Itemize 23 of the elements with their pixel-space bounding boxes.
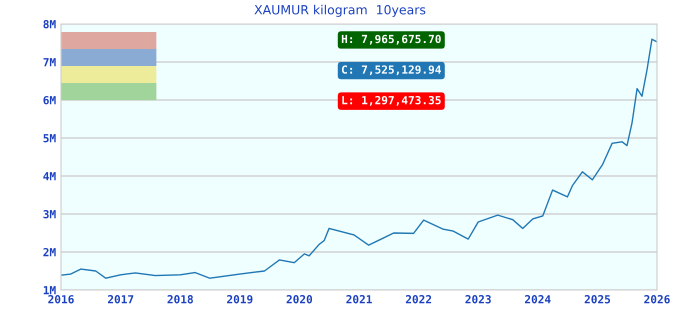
x-tick-label: 2021: [346, 295, 372, 304]
x-tick-label: 2026: [644, 295, 670, 304]
y-tick-label: 5M: [44, 134, 56, 142]
y-tick-label: 4M: [43, 172, 56, 180]
annotation: H: 7,965,675.70: [342, 34, 441, 45]
x-tick-label: 2017: [108, 295, 134, 304]
chart-title: XAUMUR kilogram 10years: [254, 4, 426, 17]
annotation: C: 7,525,129.94: [342, 65, 441, 76]
y-tick-label: 6M: [43, 96, 56, 104]
y-tick-label: 2M: [43, 248, 56, 256]
y-tick-label: 7M: [43, 58, 56, 66]
x-tick-label: 2020: [286, 295, 312, 304]
x-tick-label: 2024: [524, 295, 551, 304]
x-tick-label: 2016: [48, 295, 74, 304]
y-tick-label: 3M: [43, 210, 56, 218]
x-tick-label: 2019: [227, 295, 252, 304]
x-tick-label: 2022: [406, 295, 432, 304]
x-tick-label: 2018: [168, 295, 193, 304]
annotation: L: 1,297,473.35: [342, 96, 441, 106]
x-tick-label: 2023: [465, 295, 491, 304]
x-tick-label: 2025: [584, 295, 610, 304]
y-tick-label: 1M: [44, 286, 56, 294]
y-tick-label: 8M: [43, 20, 56, 28]
